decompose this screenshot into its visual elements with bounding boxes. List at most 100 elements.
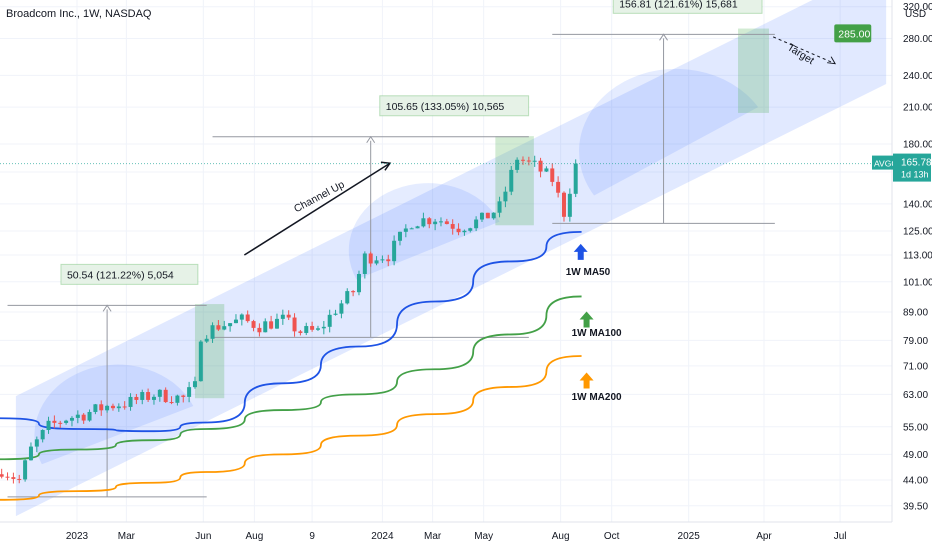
y-tick-label: 89.00 [903,307,928,318]
candle-body [122,406,127,408]
target-arrow-head [827,56,837,65]
candle-body [17,478,22,480]
countdown-label: 1d 13h [901,170,929,180]
candle-body [450,224,455,229]
candle-body [397,231,402,241]
candle-body [532,160,537,162]
candle-body [456,228,461,233]
measure-label-box [60,263,199,285]
y-tick-label: 125.00 [903,226,932,237]
y-tick-label: 71.00 [903,361,928,372]
candle-body [0,474,4,477]
candle-body [362,253,367,274]
candle-body [356,273,361,293]
candle-body [233,319,238,324]
x-tick-label: 2023 [66,531,89,542]
candle-body [157,389,162,397]
candle-body [280,314,285,319]
candle-body [427,218,432,225]
y-tick-label: 210.00 [903,103,932,114]
candle-body [222,326,227,330]
candle-body [520,159,525,161]
breakout-box [495,136,534,226]
y-tick-label: 44.00 [903,476,928,487]
candle-body [110,405,115,409]
channel-arrow-line [243,162,391,256]
candle-body [269,321,274,329]
candle-body [239,314,244,320]
x-tick-label: 2025 [678,531,701,542]
candle-body [192,381,197,388]
candle-body [58,422,63,424]
candle-body [509,169,514,192]
candle-body [210,325,215,339]
candle-body [298,331,303,333]
current-price-box [893,153,931,182]
target-dashed-line [772,36,836,65]
y-tick-label: 240.00 [903,71,932,82]
candle-body [433,221,438,225]
candle-body [40,430,45,440]
candle-body [503,191,508,202]
measure-arrow [102,304,112,312]
candle-body [146,392,151,400]
y-tick-label: 79.00 [903,336,928,347]
x-tick-label: 2024 [371,531,394,542]
candle-body [228,323,233,327]
candle-body [515,159,520,170]
candle-body [286,314,291,318]
candle-body [245,314,250,322]
x-tick-label: Apr [756,531,772,542]
candle-body [99,404,104,411]
candle-body [567,193,572,217]
ma-line-1w-ma100 [0,295,582,461]
ma-arrow-icon [573,243,588,260]
current-price-label: 165.78 [901,158,932,169]
x-tick-label: Mar [118,531,136,542]
candle-body [28,446,33,461]
candle-body [468,228,473,231]
measure-label: 105.65 (133.05%) 10,565 [386,101,505,113]
measure-arrow [659,33,668,41]
candle-body [561,192,566,217]
measurements: 50.54 (121.22%) 5,054 105.65 (133.05%) 10… [7,0,775,498]
measure-arrow [366,135,376,144]
candle-body [550,168,555,182]
candle-body [438,221,443,223]
y-tick-label: 113.00 [903,251,932,262]
candle-body [409,228,414,230]
candle-body [544,168,549,172]
breakout-box [738,28,769,113]
x-tick-label: Mar [424,531,442,542]
candle-body [491,212,496,219]
candle-body [573,163,578,194]
channel-band [15,0,887,517]
candle-body [485,212,490,219]
moving-averages [0,231,582,501]
candle-body [134,396,139,400]
target-price-box [834,24,872,43]
channel-up-band [15,0,887,517]
candle-body [216,325,221,330]
candle-body [128,396,133,407]
y-tick-label: 140.00 [903,199,932,210]
y-tick-label: 49.00 [903,450,928,461]
candle-body [175,395,180,403]
candle-body [304,326,309,333]
candle-body [462,230,467,233]
candle-body [310,326,315,330]
ma-label: 1W MA50 [566,267,611,278]
channel-arc [579,68,759,196]
y-tick-label: 55.00 [903,422,928,433]
candle-body [497,201,502,213]
candle-body [34,439,39,447]
candle-body [339,303,344,314]
y-tick-label: 101.00 [903,277,932,288]
candle-body [421,218,426,227]
price-axis-panel [892,0,932,550]
channel-arc [34,364,194,465]
candle-body [23,460,28,480]
